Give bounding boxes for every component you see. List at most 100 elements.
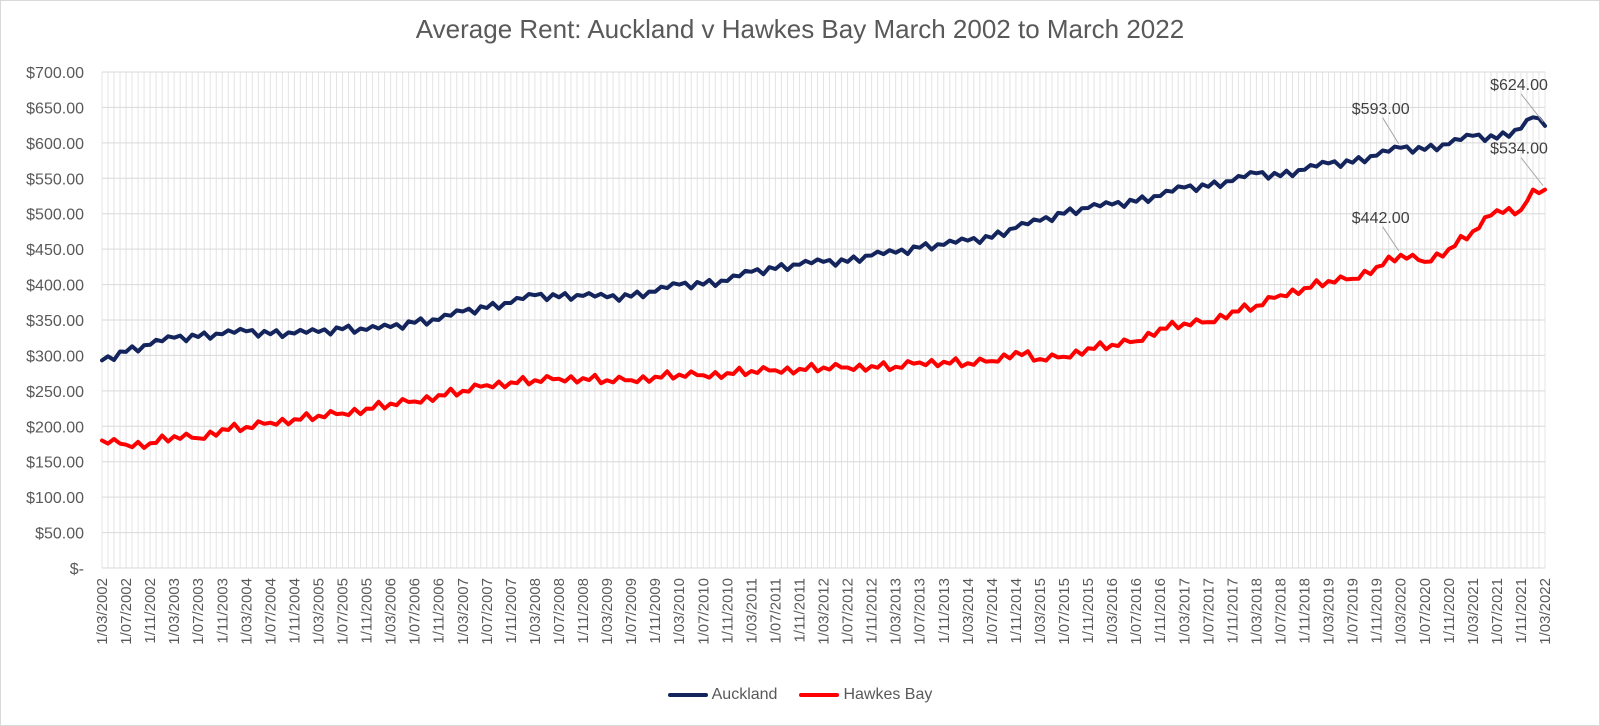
x-tick-label: 1/03/2017 [1176,578,1193,645]
x-tick-label: 1/11/2002 [142,578,159,644]
x-tick-label: 1/03/2002 [94,578,111,645]
data-labels: $593.00 $624.00 $442.00 $534.00 [1352,77,1548,252]
axes: $700.00 $650.00 $600.00 $550.00 $500.00 $450.… [26,65,1554,645]
x-tick-label: 1/11/2011 [791,578,808,643]
x-tick-label: 1/03/2014 [960,578,977,645]
gridlines [101,71,1546,569]
x-tick-label: 1/03/2003 [166,578,183,645]
data-label: $442.00 [1352,210,1410,227]
x-tick-label: 1/07/2010 [695,578,712,645]
y-tick-label: $50.00 [35,526,84,543]
series-line-hawkes-bay [100,187,1547,450]
x-tick-label: 1/03/2005 [310,578,327,645]
x-tick-label: 1/11/2005 [359,578,376,644]
y-tick-label: $650.00 [26,100,84,117]
x-tick-label: 1/11/2003 [214,578,231,644]
x-tick-label: 1/11/2013 [936,578,953,644]
y-tick-label: $150.00 [26,455,84,472]
data-label: $593.00 [1352,101,1410,118]
x-tick-label: 1/11/2015 [1080,578,1097,644]
data-label-leader [1520,93,1544,123]
x-tick-label: 1/07/2018 [1272,578,1289,645]
data-label: $534.00 [1490,141,1548,158]
y-tick-label: $300.00 [26,348,84,365]
x-tick-label: 1/07/2009 [623,578,640,645]
legend: Auckland Hawkes Bay [0,686,1600,704]
x-tick-label: 1/07/2006 [407,578,424,645]
x-tick-label: 1/11/2010 [719,578,736,644]
legend-label-auckland: Auckland [711,686,778,703]
x-tick-label: 1/07/2005 [335,578,352,645]
x-tick-label: 1/11/2018 [1297,578,1314,644]
data-label-leader [1520,157,1544,186]
chart-title: Average Rent: Auckland v Hawkes Bay Marc… [415,14,1185,44]
x-tick-label: 1/11/2004 [286,578,303,644]
data-label-leader [1382,117,1400,145]
y-tick-label: $350.00 [26,313,84,330]
x-tick-label: 1/11/2008 [575,578,592,644]
x-tick-label: 1/03/2008 [527,578,544,645]
x-tick-label: 1/11/2017 [1224,578,1241,644]
y-tick-label: $700.00 [26,65,84,82]
x-tick-label: 1/07/2014 [984,578,1001,645]
x-tick-label: 1/07/2016 [1128,578,1145,645]
x-tick-label: 1/03/2006 [383,578,400,645]
x-tick-label: 1/03/2021 [1465,578,1482,645]
x-tick-label: 1/07/2015 [1056,578,1073,645]
y-tick-label: $250.00 [26,384,84,401]
y-tick-label: $200.00 [26,419,84,436]
y-tick-label: $400.00 [26,278,84,295]
x-tick-label: 1/11/2016 [1152,578,1169,644]
x-tick-label: 1/03/2022 [1537,578,1554,645]
legend-swatch-auckland [667,693,708,697]
y-tick-label: $550.00 [26,171,84,188]
x-tick-label: 1/11/2007 [503,578,520,644]
y-tick-label: $- [70,561,84,578]
x-tick-label: 1/03/2019 [1321,578,1338,645]
x-tick-label: 1/11/2006 [431,578,448,644]
x-tick-label: 1/07/2017 [1200,578,1217,645]
y-tick-label: $100.00 [26,490,84,507]
x-tick-label: 1/03/2009 [599,578,616,645]
x-tick-label: 1/07/2012 [840,578,857,645]
x-tick-label: 1/07/2019 [1345,578,1362,645]
x-tick-label: 1/07/2008 [551,578,568,645]
legend-item-auckland: Auckland [667,686,778,704]
y-tick-label: $450.00 [26,242,84,259]
x-tick-label: 1/03/2007 [455,578,472,645]
y-tick-label: $600.00 [26,136,84,153]
x-tick-label: 1/11/2020 [1441,578,1458,644]
x-tick-label: 1/11/2009 [647,578,664,644]
legend-swatch-hawkes-bay [799,693,840,697]
x-tick-label: 1/07/2011 [767,578,784,644]
series-lines [100,115,1547,450]
x-tick-label: 1/11/2012 [864,578,881,644]
x-tick-label: 1/03/2013 [888,578,905,645]
y-tick-label: $500.00 [26,207,84,224]
x-tick-label: 1/03/2010 [671,578,688,645]
x-tick-label: 1/03/2020 [1393,578,1410,645]
x-tick-label: 1/03/2011 [743,578,760,644]
x-tick-label: 1/03/2004 [238,578,255,645]
x-tick-label: 1/07/2021 [1489,578,1506,645]
x-tick-label: 1/07/2013 [912,578,929,645]
x-tick-label: 1/07/2007 [479,578,496,645]
legend-label-hawkes-bay: Hawkes Bay [843,686,933,703]
data-label: $624.00 [1490,77,1548,94]
data-label-leader [1382,226,1400,252]
x-tick-label: 1/07/2004 [262,578,279,645]
x-tick-label: 1/03/2015 [1032,578,1049,645]
series-line-auckland [100,115,1547,363]
legend-item-hawkes-bay: Hawkes Bay [799,686,932,704]
x-tick-label: 1/07/2002 [118,578,135,645]
x-tick-label: 1/11/2014 [1008,578,1025,644]
x-tick-label: 1/03/2016 [1104,578,1121,645]
x-tick-label: 1/03/2018 [1248,578,1265,645]
x-tick-label: 1/03/2012 [816,578,833,645]
x-tick-label: 1/11/2019 [1369,578,1386,644]
x-tick-label: 1/11/2021 [1513,578,1530,644]
x-tick-label: 1/07/2020 [1417,578,1434,645]
x-tick-label: 1/07/2003 [190,578,207,645]
